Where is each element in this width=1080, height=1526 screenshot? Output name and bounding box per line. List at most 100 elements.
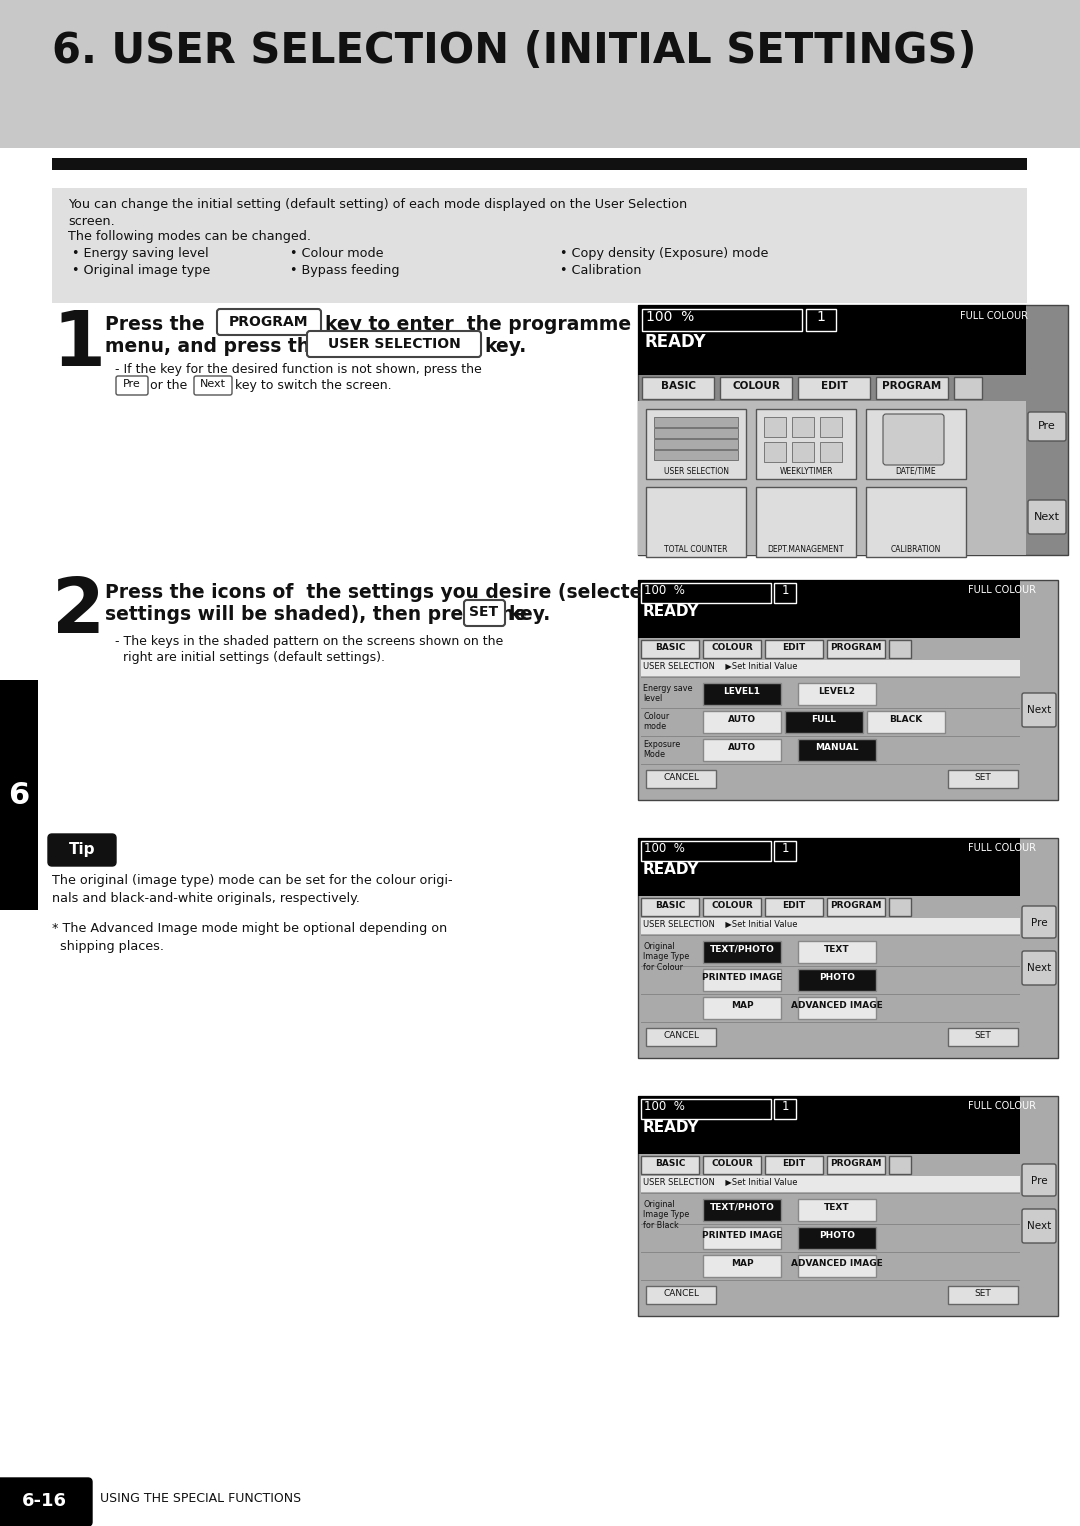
Bar [0,1482,1080,1526]
Text: EDIT: EDIT [782,1160,806,1167]
Bar [798,1227,876,1248]
Bar [654,439,738,449]
Bar [756,409,856,479]
Bar [646,487,746,557]
Text: You can change the initial setting (default setting) of each mode displayed on t: You can change the initial setting (defa… [68,198,687,211]
Bar [638,1096,1020,1154]
Bar [954,377,982,398]
Bar [638,401,1026,555]
Bar [703,1199,781,1221]
FancyBboxPatch shape [0,1479,92,1526]
Text: DATE/TIME: DATE/TIME [895,467,936,476]
Bar [820,443,842,462]
Bar [889,1157,912,1173]
Bar [948,1286,1018,1305]
Bar [638,1096,1058,1315]
Bar [756,487,856,557]
Bar [798,969,876,990]
Bar [703,711,781,732]
Bar [720,377,792,398]
Bar [765,639,823,658]
Text: ADVANCED IMAGE: ADVANCED IMAGE [792,1001,882,1010]
Bar [948,1029,1018,1045]
Text: 1: 1 [52,308,105,382]
Text: 6. USER SELECTION (INITIAL SETTINGS): 6. USER SELECTION (INITIAL SETTINGS) [52,31,976,72]
Bar [638,305,1026,375]
Text: 6: 6 [9,780,29,809]
Text: READY: READY [643,862,700,877]
Text: FULL COLOUR: FULL COLOUR [960,311,1028,320]
Text: DEPT.MANAGEMENT: DEPT.MANAGEMENT [768,545,845,554]
Text: 100  %: 100 % [646,310,694,324]
Bar [646,1029,716,1045]
Bar [642,919,1020,934]
Bar [703,1157,761,1173]
Text: PROGRAM: PROGRAM [229,314,309,330]
Bar [646,409,746,479]
Text: BASIC: BASIC [654,900,685,909]
Text: LEVEL2: LEVEL2 [819,687,855,696]
Text: 1: 1 [781,842,788,855]
Text: TEXT/PHOTO: TEXT/PHOTO [710,945,774,954]
Text: 100  %: 100 % [644,1100,685,1112]
Text: The original (image type) mode can be set for the colour origi-: The original (image type) mode can be se… [52,874,453,887]
Text: PROGRAM: PROGRAM [831,642,881,652]
Bar [703,969,781,990]
Text: SET: SET [974,1032,991,1041]
Text: PRINTED IMAGE: PRINTED IMAGE [702,974,782,983]
Text: EDIT: EDIT [821,382,848,391]
Bar [642,308,802,331]
Bar [642,377,714,398]
Text: READY: READY [644,333,705,351]
Bar [642,841,771,861]
Bar [827,639,885,658]
Bar [867,711,945,732]
Text: MAP: MAP [731,1259,754,1268]
Text: BASIC: BASIC [654,1160,685,1167]
Text: SET: SET [974,1289,991,1299]
Bar [792,443,814,462]
Text: PRINTED IMAGE: PRINTED IMAGE [702,1231,782,1241]
Bar [646,771,716,787]
Bar [703,739,781,761]
Text: Pre: Pre [123,378,140,389]
Text: 1: 1 [781,584,788,597]
Text: MAP: MAP [731,1001,754,1010]
Text: - If the key for the desired function is not shown, press the: - If the key for the desired function is… [114,363,482,375]
Text: WEEKLYTIMER: WEEKLYTIMER [780,467,833,476]
Text: FULL COLOUR: FULL COLOUR [968,842,1036,853]
Bar [798,377,870,398]
FancyBboxPatch shape [883,414,944,465]
Text: BLACK: BLACK [889,716,922,723]
FancyBboxPatch shape [217,308,321,336]
Bar [0,681,38,909]
Bar [889,897,912,916]
Bar [764,443,786,462]
Text: key to switch the screen.: key to switch the screen. [235,378,392,392]
Text: AUTO: AUTO [728,716,756,723]
Bar [642,1099,771,1119]
Text: FULL COLOUR: FULL COLOUR [968,1100,1036,1111]
Bar [638,838,1058,1058]
Text: USER SELECTION    ▶Set Initial Value: USER SELECTION ▶Set Initial Value [643,919,797,928]
Bar [703,1227,781,1248]
Bar [638,580,1058,800]
Bar [52,188,1027,304]
Text: menu, and press the: menu, and press the [105,337,323,356]
Text: key.: key. [484,337,526,356]
Bar [703,1254,781,1277]
Bar [798,1254,876,1277]
Text: Exposure
Mode: Exposure Mode [643,740,680,760]
Text: CALIBRATION: CALIBRATION [891,545,941,554]
FancyBboxPatch shape [1022,1164,1056,1196]
Text: • Copy density (Exposure) mode: • Copy density (Exposure) mode [561,247,768,259]
Text: key.: key. [508,604,550,624]
Text: 1: 1 [781,1100,788,1112]
Bar [866,487,966,557]
Bar [703,897,761,916]
Text: CANCEL: CANCEL [663,1032,699,1041]
Bar [654,450,738,459]
Bar [798,739,876,761]
Bar [798,1199,876,1221]
Bar [638,580,1020,638]
